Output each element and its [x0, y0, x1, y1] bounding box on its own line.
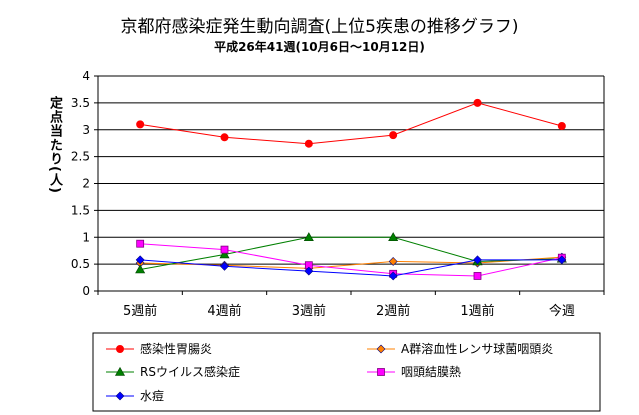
series-line: [140, 256, 562, 269]
axes: [94, 75, 605, 295]
data-point: [136, 239, 145, 248]
y-tick-label: 4: [82, 69, 90, 83]
legend-marker: [377, 368, 385, 376]
data-point: [389, 131, 398, 140]
data-point: [136, 120, 145, 129]
data-point: [135, 255, 145, 265]
data-point: [220, 245, 229, 254]
y-tick-label: 2: [82, 177, 90, 191]
data-point: [135, 264, 146, 274]
data-point: [557, 121, 566, 130]
y-axis-label: 定点当たり(人): [47, 96, 62, 194]
data-point: [473, 255, 482, 265]
y-tick-label: 0: [82, 284, 90, 298]
data-point: [304, 266, 314, 276]
legend-marker: [114, 366, 126, 376]
series-2: [135, 232, 567, 274]
series-line: [140, 102, 562, 145]
legend-item: 感染性胃腸炎: [106, 341, 212, 356]
y-tick-label: 1.5: [71, 203, 90, 217]
legend-item: A群溶血性レンサ球菌咽頭炎: [367, 341, 553, 356]
y-tick-label: 0.5: [71, 257, 90, 271]
x-tick-label: 2週前: [376, 303, 410, 319]
series-4: [135, 255, 567, 281]
legend-label: 水痘: [140, 388, 164, 403]
legend-marker: [376, 344, 386, 354]
data-point: [304, 139, 313, 148]
y-tick-label: 2.5: [71, 150, 90, 164]
legend-label: A群溶血性レンサ球菌咽頭炎: [401, 341, 553, 356]
legend-marker: [115, 391, 125, 401]
x-tick-labels: 5週前 4週前 3週前 2週前 1週前 今週: [123, 303, 575, 319]
series-line: [140, 243, 562, 277]
chart-title: 京都府感染症発生動向調査(上位5疾患の推移グラフ): [120, 17, 519, 37]
legend-item: 水痘: [106, 388, 164, 403]
legend-label: 感染性胃腸炎: [140, 341, 212, 356]
chart-subtitle: 平成26年41週(10月6日〜10月12日): [214, 40, 425, 54]
legend-label: 咽頭結膜熱: [401, 365, 461, 379]
series-line: [140, 236, 562, 270]
legend-label: RSウイルス感染症: [140, 364, 240, 379]
data-point: [388, 257, 398, 266]
data-point: [303, 232, 314, 242]
grid-lines: [98, 75, 604, 265]
x-tick-label: 3週前: [292, 303, 326, 319]
x-tick-label: 4週前: [207, 303, 241, 319]
x-tick-label: 1週前: [460, 303, 494, 319]
legend-box: [92, 332, 601, 412]
x-tick-label: 今週: [549, 303, 575, 319]
legend-marker: [116, 345, 124, 353]
legend-item: 咽頭結膜熱: [367, 365, 461, 379]
data-point: [388, 271, 398, 281]
x-tick-label: 5週前: [123, 303, 157, 319]
y-tick-labels: 0 0.5 1 1.5 2 2.5 3 3.5 4: [71, 69, 90, 298]
series-line: [140, 259, 562, 277]
data-point: [557, 255, 567, 265]
y-tick-label: 3: [82, 123, 90, 137]
y-tick-label: 3.5: [71, 96, 90, 110]
data-point: [473, 272, 482, 280]
y-tick-label: 1: [82, 230, 90, 244]
data-point: [219, 249, 230, 259]
legend-item: RSウイルス感染症: [106, 364, 240, 379]
data-point: [388, 232, 399, 242]
series-0: [136, 98, 566, 148]
data-point: [220, 133, 229, 142]
series-group: [135, 98, 567, 281]
data-point: [220, 261, 229, 271]
data-point: [473, 98, 482, 107]
